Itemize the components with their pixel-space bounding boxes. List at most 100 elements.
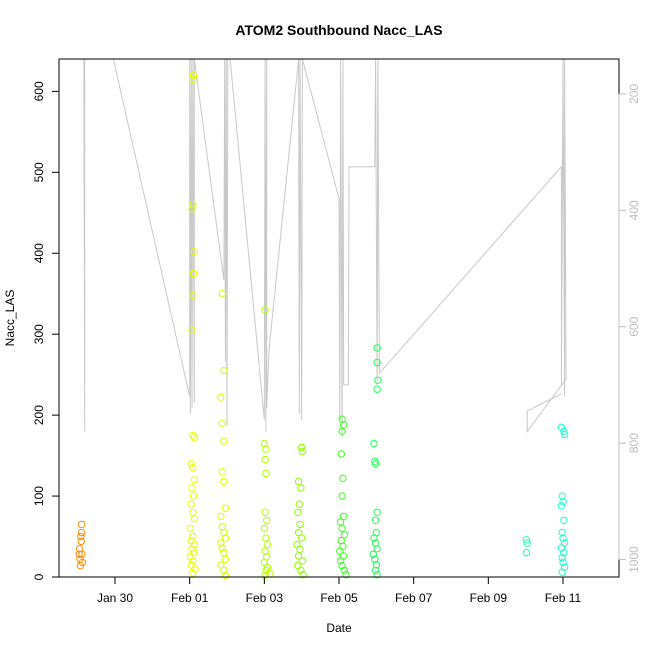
- data-point: [374, 376, 382, 384]
- data-point: [340, 421, 348, 429]
- data-point: [558, 492, 566, 500]
- data-point: [262, 445, 270, 453]
- data-point: [190, 540, 199, 549]
- data-point: [558, 553, 566, 562]
- data-point: [340, 531, 349, 539]
- data-point: [558, 528, 566, 537]
- data-point: [218, 468, 227, 476]
- y-tick-label: 200: [32, 405, 46, 425]
- data-point: [262, 469, 270, 478]
- data-point: [560, 427, 568, 435]
- data-point: [220, 366, 228, 375]
- data-point: [336, 557, 345, 565]
- data-points: [75, 71, 569, 580]
- data-point: [190, 434, 199, 442]
- data-point: [217, 561, 225, 569]
- data-point: [559, 558, 567, 567]
- x-tick-label: Feb 09: [470, 591, 508, 605]
- y-tick-label: 500: [32, 162, 46, 182]
- data-point: [369, 550, 377, 558]
- data-point: [371, 460, 380, 468]
- data-point: [218, 419, 227, 427]
- data-point: [189, 75, 197, 83]
- data-point: [297, 484, 305, 492]
- data-point: [218, 544, 227, 552]
- data-point: [189, 71, 198, 79]
- data-point: [77, 520, 86, 529]
- data-point: [372, 561, 380, 569]
- data-point: [188, 545, 196, 553]
- y-tick-label: 400: [32, 243, 46, 263]
- data-point: [560, 430, 569, 439]
- right-tick-label: 1000: [627, 546, 641, 573]
- data-point: [190, 515, 199, 523]
- data-point: [373, 358, 381, 367]
- data-point: [189, 532, 197, 541]
- data-point: [294, 508, 302, 516]
- data-point: [373, 508, 381, 516]
- data-point: [189, 569, 197, 577]
- x-tick-label: Feb 03: [246, 591, 284, 605]
- data-point: [220, 566, 228, 575]
- data-point: [189, 492, 198, 500]
- data-point: [338, 492, 346, 500]
- data-point: [336, 547, 344, 555]
- data-point: [190, 476, 199, 484]
- data-point: [186, 524, 195, 533]
- data-point: [187, 561, 195, 569]
- data-point: [299, 570, 307, 579]
- data-point: [217, 512, 225, 520]
- data-point: [522, 536, 531, 544]
- data-point: [261, 306, 269, 314]
- data-point: [220, 437, 228, 445]
- y-tick-label: 0: [32, 573, 46, 580]
- data-point: [189, 291, 197, 299]
- data-point: [189, 269, 198, 278]
- x-axis-label: Date: [326, 621, 352, 635]
- x-tick-label: Feb 05: [320, 591, 358, 605]
- data-point: [78, 550, 86, 558]
- data-point: [261, 455, 269, 464]
- altitude-overlay: [83, 58, 567, 438]
- data-point: [370, 439, 378, 448]
- data-point: [340, 512, 348, 520]
- data-point: [339, 474, 347, 482]
- data-point: [221, 534, 230, 542]
- data-point: [522, 549, 531, 557]
- data-point: [77, 537, 85, 546]
- data-point: [370, 534, 378, 542]
- data-point: [337, 450, 345, 458]
- data-point: [76, 562, 85, 570]
- y-axis-label: Nacc_LAS: [3, 290, 17, 347]
- data-point: [342, 570, 350, 579]
- data-point: [294, 552, 303, 560]
- right-axis: 200 400 600 800 1000: [618, 84, 641, 573]
- data-point: [373, 545, 381, 553]
- y-tick-label: 600: [32, 81, 46, 101]
- x-tick-label: Feb 07: [395, 591, 433, 605]
- data-point: [340, 566, 349, 575]
- data-point: [373, 570, 381, 579]
- data-point: [188, 484, 196, 492]
- data-point: [221, 555, 230, 563]
- data-point: [263, 516, 271, 524]
- data-point: [336, 518, 345, 526]
- data-point: [373, 344, 381, 352]
- data-point: [298, 447, 307, 456]
- data-point: [217, 539, 225, 547]
- data-point: [187, 460, 195, 468]
- y-tick-label: 300: [32, 324, 46, 344]
- data-point: [560, 516, 568, 524]
- data-point: [298, 557, 307, 565]
- data-point: [188, 205, 196, 213]
- data-point: [191, 565, 199, 573]
- data-point: [189, 557, 197, 565]
- data-point: [338, 427, 346, 435]
- data-point: [189, 464, 197, 472]
- data-point: [294, 477, 303, 486]
- chart-title: ATOM2 Southbound Nacc_LAS: [235, 22, 442, 38]
- data-point: [218, 290, 227, 298]
- data-point: [77, 532, 85, 541]
- data-point: [294, 528, 303, 537]
